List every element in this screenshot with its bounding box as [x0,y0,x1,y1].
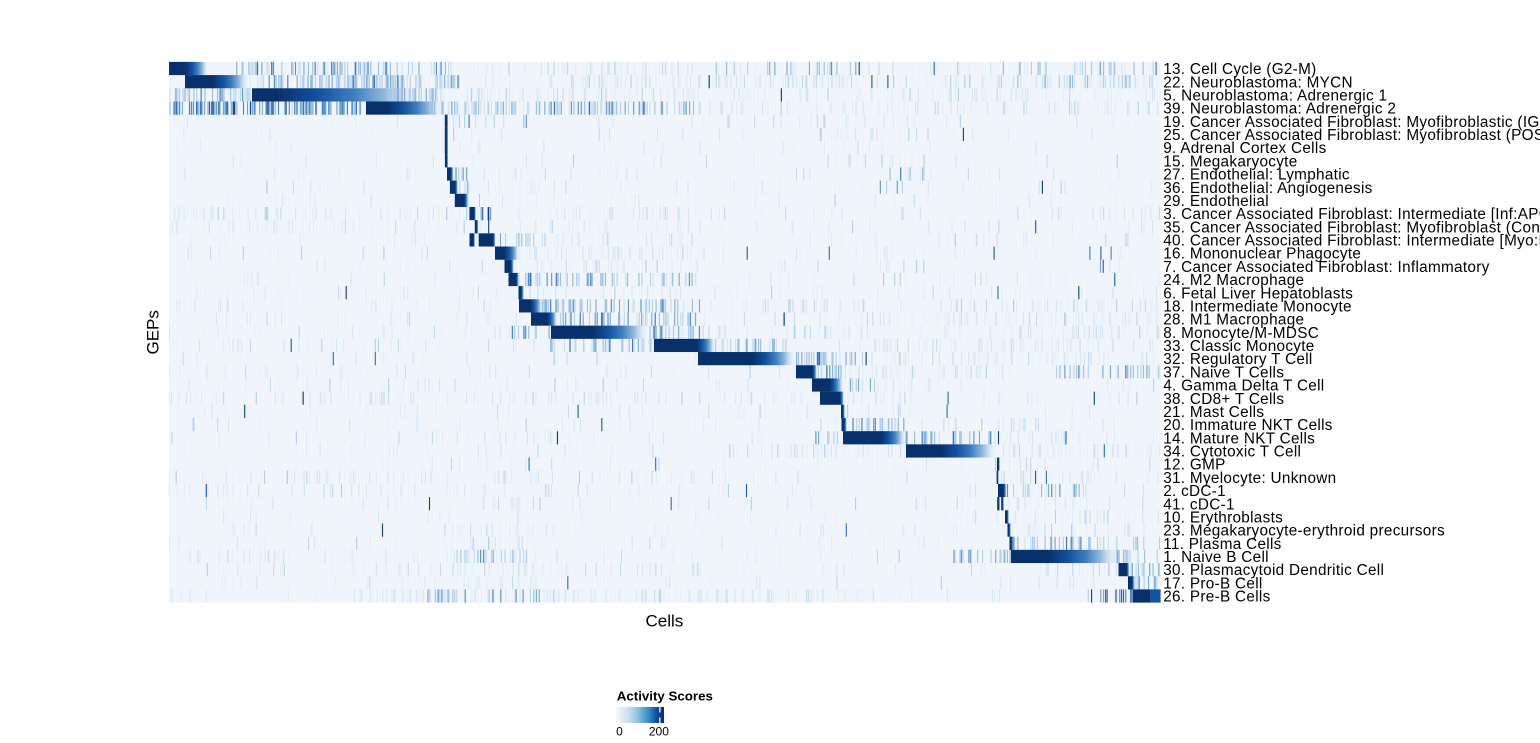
svg-text:1. Naive B Cell: 1. Naive B Cell [1163,549,1269,566]
svg-text:Cells: Cells [646,612,684,631]
svg-text:12. GMP: 12. GMP [1163,457,1225,474]
svg-text:4. Gamma Delta T Cell: 4. Gamma Delta T Cell [1163,378,1324,395]
svg-text:14. Mature NKT Cells: 14. Mature NKT Cells [1163,430,1315,447]
svg-text:10. Erythroblasts: 10. Erythroblasts [1163,510,1283,527]
svg-text:41. cDC-1: 41. cDC-1 [1163,496,1235,513]
svg-text:30. Plasmacytoid Dendritic Cel: 30. Plasmacytoid Dendritic Cell [1163,562,1384,579]
svg-text:15. Megakaryocyte: 15. Megakaryocyte [1163,153,1297,170]
svg-text:19. Cancer Associated Fibrobla: 19. Cancer Associated Fibroblast: Myofib… [1163,114,1540,131]
svg-text:21. Mast Cells: 21. Mast Cells [1163,404,1264,421]
svg-text:40. Cancer Associated Fibrobla: 40. Cancer Associated Fibroblast: Interm… [1163,233,1540,250]
svg-text:11. Plasma Cells: 11. Plasma Cells [1163,536,1281,553]
svg-text:20. Immature NKT Cells: 20. Immature NKT Cells [1163,417,1333,434]
svg-text:38. CD8+ T Cells: 38. CD8+ T Cells [1163,391,1284,408]
svg-text:0: 0 [616,725,623,739]
svg-text:32. Regulatory T Cell: 32. Regulatory T Cell [1163,351,1312,368]
svg-text:33. Classic Monocyte: 33. Classic Monocyte [1163,338,1314,355]
svg-text:23. Megakaryocyte-erythroid pr: 23. Megakaryocyte-erythroid precursors [1163,523,1445,540]
svg-text:34. Cytotoxic T Cell: 34. Cytotoxic T Cell [1163,444,1301,461]
svg-text:5. Neuroblastoma: Adrenergic 1: 5. Neuroblastoma: Adrenergic 1 [1163,88,1387,105]
svg-text:3. Cancer Associated Fibroblas: 3. Cancer Associated Fibroblast: Interme… [1163,206,1540,223]
svg-text:18. Intermediate Monocyte: 18. Intermediate Monocyte [1163,299,1352,316]
svg-text:17. Pro-B Cell: 17. Pro-B Cell [1163,575,1262,592]
svg-text:24. M2 Macrophage: 24. M2 Macrophage [1163,272,1304,289]
svg-text:2. cDC-1: 2. cDC-1 [1163,483,1226,500]
svg-text:22. Neuroblastoma: MYCN: 22. Neuroblastoma: MYCN [1163,74,1353,91]
svg-text:35. Cancer Associated Fibrobla: 35. Cancer Associated Fibroblast: Myofib… [1163,219,1540,236]
svg-text:27. Endothelial: Lymphatic: 27. Endothelial: Lymphatic [1163,167,1350,184]
svg-text:39. Neuroblastoma: Adrenergic: 39. Neuroblastoma: Adrenergic 2 [1163,101,1396,118]
svg-text:26. Pre-B Cells: 26. Pre-B Cells [1163,589,1270,606]
svg-text:13. Cell Cycle (G2-M): 13. Cell Cycle (G2-M) [1163,61,1316,78]
svg-text:16. Mononuclear Phagocyte: 16. Mononuclear Phagocyte [1163,246,1361,263]
svg-text:8. Monocyte/M-MDSC: 8. Monocyte/M-MDSC [1163,325,1319,342]
svg-text:GEPs: GEPs [144,310,163,354]
svg-text:31. Myelocyte: Unknown: 31. Myelocyte: Unknown [1163,470,1336,487]
svg-text:37. Naive T Cells: 37. Naive T Cells [1163,364,1284,381]
svg-text:28. M1 Macrophage: 28. M1 Macrophage [1163,312,1304,329]
svg-text:200: 200 [649,725,669,739]
svg-text:Activity Scores: Activity Scores [617,688,713,703]
svg-text:25. Cancer Associated Fibrobla: 25. Cancer Associated Fibroblast: Myofib… [1163,127,1540,144]
svg-text:6. Fetal Liver Hepatoblasts: 6. Fetal Liver Hepatoblasts [1163,285,1353,302]
svg-text:36. Endothelial: Angiogenesis: 36. Endothelial: Angiogenesis [1163,180,1372,197]
svg-text:7. Cancer Associated Fibroblas: 7. Cancer Associated Fibroblast: Inflamm… [1163,259,1489,276]
svg-text:9. Adrenal Cortex Cells: 9. Adrenal Cortex Cells [1163,140,1326,157]
svg-text:29. Endothelial: 29. Endothelial [1163,193,1269,210]
